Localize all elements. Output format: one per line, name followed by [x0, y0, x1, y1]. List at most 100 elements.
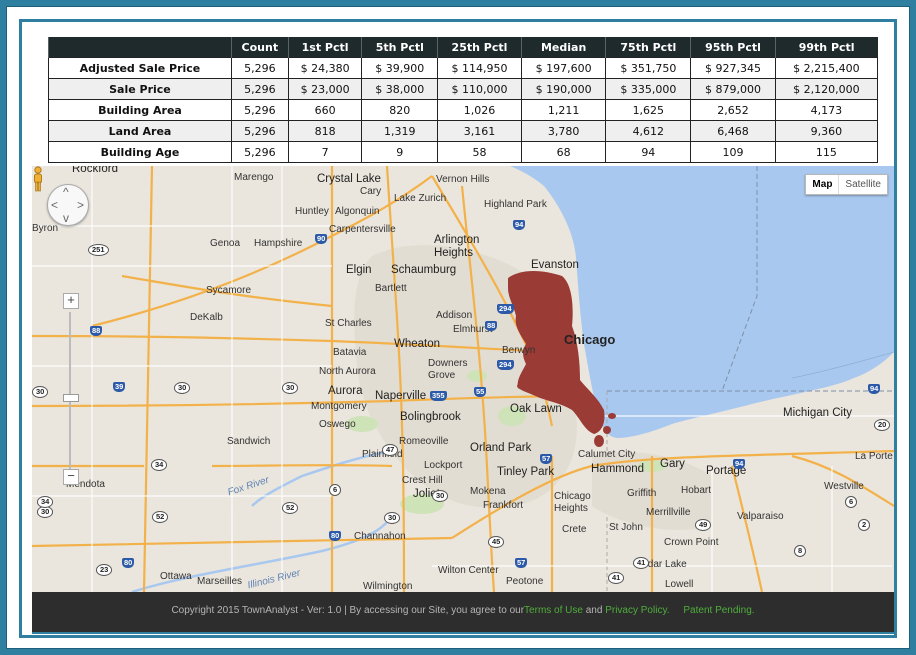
- highway-shield: 6: [845, 496, 858, 508]
- highway-shield: 30: [282, 382, 299, 394]
- place-label: Sandwich: [227, 436, 271, 447]
- highway-shield: 41: [633, 557, 650, 569]
- place-label: Cary: [360, 186, 382, 197]
- table-cell: 2,652: [690, 99, 776, 121]
- table-row: Building Area 5,296 660 820 1,026 1,211 …: [48, 99, 879, 121]
- highway-shield: 2: [858, 519, 871, 531]
- place-label: Carpentersville: [329, 224, 396, 235]
- pan-left-icon[interactable]: <: [51, 198, 59, 212]
- table-cell: 5,296: [230, 57, 289, 79]
- place-label: Batavia: [333, 347, 367, 358]
- place-label: Crown Point: [664, 537, 719, 548]
- header-cell: Median: [520, 37, 606, 58]
- table-cell: $ 197,600: [520, 57, 607, 79]
- highway-shield: 23: [96, 564, 113, 576]
- table-cell: 4,173: [774, 99, 879, 121]
- highway-shield: 57: [515, 558, 528, 568]
- place-label: Mendota: [66, 479, 105, 490]
- place-label: Lake Zurich: [394, 193, 447, 204]
- highway-shield: 20: [874, 419, 891, 431]
- place-label: Tinley Park: [497, 466, 555, 478]
- table-cell: 5,296: [230, 120, 289, 142]
- row-label: Building Area: [48, 99, 232, 121]
- table-cell: 94: [605, 141, 692, 163]
- pan-down-icon[interactable]: v: [63, 211, 69, 225]
- zoom-slider-handle[interactable]: [63, 394, 79, 402]
- highway-shield: 57: [540, 454, 553, 464]
- highway-shield: 41: [608, 572, 625, 584]
- place-label: Elgin: [346, 264, 372, 276]
- place-label: DeKalb: [190, 312, 223, 323]
- place-label: Bartlett: [375, 283, 407, 294]
- highway-shield: 94: [868, 384, 881, 394]
- place-label: Montgomery: [311, 401, 367, 412]
- place-label: Byron: [32, 223, 59, 234]
- place-label: Vernon Hills: [436, 174, 490, 185]
- highway-shield: 90: [315, 234, 328, 244]
- table-cell: $ 24,380: [287, 57, 363, 79]
- table-cell: 5,296: [230, 99, 289, 121]
- place-label: Lowell: [665, 579, 694, 590]
- pan-right-icon[interactable]: >: [77, 198, 85, 212]
- header-cell: Count: [230, 37, 289, 58]
- place-label: Lockport: [424, 460, 463, 471]
- highway-shield: 47: [382, 444, 399, 456]
- table-cell: $ 927,345: [690, 57, 776, 79]
- table-cell: 5,296: [230, 141, 289, 163]
- highway-shield: 88: [485, 321, 498, 331]
- place-label: Griffith: [627, 488, 657, 499]
- header-cell: 5th Pctl: [361, 37, 438, 58]
- pan-up-icon[interactable]: ^: [63, 185, 69, 199]
- header-cell: 1st Pctl: [287, 37, 362, 58]
- row-label: Sale Price: [48, 78, 232, 100]
- row-label: Adjusted Sale Price: [48, 57, 232, 79]
- place-label: Algonquin: [335, 206, 380, 217]
- table-cell: 820: [361, 99, 439, 121]
- header-cell: [48, 37, 232, 58]
- zoom-out-button[interactable]: −: [63, 469, 79, 485]
- terms-of-use-link[interactable]: Terms of Use: [524, 605, 583, 616]
- place-label: St Charles: [325, 318, 372, 329]
- table-cell: 660: [287, 99, 363, 121]
- place-label: Channahon: [354, 531, 406, 542]
- table-cell: $ 351,750: [605, 57, 692, 79]
- highway-shield: 294: [497, 360, 514, 370]
- place-label: Aurora: [328, 385, 363, 397]
- statistics-table: Count 1st Pctl 5th Pctl 25th Pctl Median…: [48, 37, 879, 163]
- table-cell: 3,780: [520, 120, 607, 142]
- place-label: Downers Grove: [428, 358, 468, 381]
- place-label: Huntley: [295, 206, 329, 217]
- property-cluster: [508, 271, 616, 447]
- table-cell: 1,625: [605, 99, 692, 121]
- street-view-pegman-icon[interactable]: [32, 166, 44, 192]
- place-label: Naperville: [375, 390, 427, 402]
- header-cell: 25th Pctl: [437, 37, 522, 58]
- place-label: Gary: [660, 458, 685, 470]
- place-label: Marseilles: [197, 576, 243, 587]
- map-type-satellite-button[interactable]: Satellite: [845, 179, 881, 190]
- footer-and-text: and: [582, 605, 606, 616]
- place-label: Addison: [436, 310, 473, 321]
- content-panel: Count 1st Pctl 5th Pctl 25th Pctl Median…: [19, 19, 897, 638]
- table-cell: 68: [520, 141, 607, 163]
- place-label: Frankfort: [483, 500, 524, 511]
- place-label: Arlington Heights: [434, 234, 480, 259]
- header-cell: 99th Pctl: [774, 37, 878, 58]
- zoom-slider-track[interactable]: [69, 312, 71, 470]
- place-label: Wilton Center: [438, 565, 499, 576]
- header-cell: 95th Pctl: [690, 37, 776, 58]
- zoom-in-button[interactable]: +: [63, 293, 79, 309]
- header-cell: 75th Pctl: [605, 37, 691, 58]
- privacy-policy-link[interactable]: Privacy Policy.: [605, 605, 670, 616]
- table-row: Land Area 5,296 818 1,319 3,161 3,780 4,…: [48, 120, 879, 142]
- place-label: Marengo: [234, 172, 274, 183]
- pan-control[interactable]: ^ v < >: [47, 184, 89, 226]
- place-label: St John: [609, 522, 643, 533]
- map-view[interactable]: Rockford Marengo Crystal Lake Cary Verno…: [32, 166, 894, 592]
- map-type-map-button[interactable]: Map: [806, 175, 840, 194]
- outer-frame: Count 1st Pctl 5th Pctl 25th Pctl Median…: [6, 6, 910, 649]
- place-label: Rockford: [72, 166, 119, 175]
- highway-shield: 34: [151, 459, 168, 471]
- place-label: Mokena: [470, 486, 506, 497]
- highway-shield: 294: [497, 304, 514, 314]
